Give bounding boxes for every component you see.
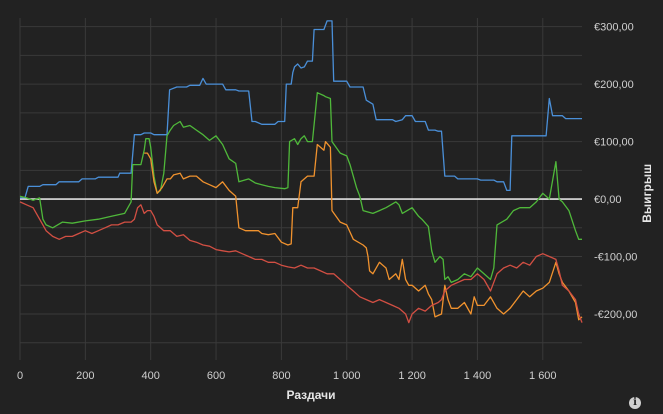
series-lines	[19, 20, 583, 324]
x-tick-label: 1 200	[398, 370, 426, 382]
x-tick-label: 1 600	[529, 370, 557, 382]
y-tick-label: -€100,00	[594, 252, 637, 264]
y-tick-label: -€200,00	[594, 309, 637, 321]
x-axis-title: Раздачи	[287, 388, 336, 402]
y-tick-label: €100,00	[594, 137, 634, 149]
series-line-2	[19, 92, 582, 284]
y-tick-label: €200,00	[594, 79, 634, 91]
x-tick-labels: 0 200 400 600 800 1 000 1 200 1 400 1 600	[17, 370, 557, 382]
x-tick-label: 600	[207, 370, 225, 382]
y-tick-labels: €300,00 €200,00 €100,00 €0,00 -€100,00 -€200,…	[594, 22, 637, 321]
y-tick-label: €0,00	[594, 194, 622, 206]
x-tick-label: 800	[272, 370, 290, 382]
y-tick-label: €300,00	[594, 22, 634, 34]
y-axis-title: Выигрыш	[640, 164, 654, 223]
x-tick-label: 0	[17, 370, 23, 382]
info-icon[interactable]: i	[629, 397, 641, 409]
x-tick-label: 200	[76, 370, 94, 382]
series-line-4	[19, 201, 583, 324]
x-tick-label: 1 000	[333, 370, 361, 382]
series-line-3	[144, 140, 583, 321]
x-tick-label: 400	[142, 370, 160, 382]
series-line-1	[20, 20, 582, 199]
grid-lines	[19, 18, 582, 360]
x-tick-label: 1 400	[464, 370, 492, 382]
